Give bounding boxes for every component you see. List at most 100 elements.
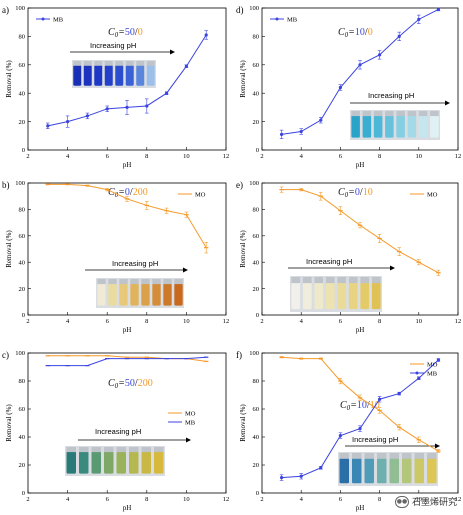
c0-label: C0=0/200	[108, 187, 148, 199]
axis-frame	[261, 7, 459, 151]
c0-mb-value: 0	[125, 187, 130, 198]
x-axis-label: pH	[356, 504, 365, 512]
c0-subscript: 0	[345, 191, 349, 199]
x-tick-label: 6	[106, 496, 110, 503]
vial-cap	[141, 279, 150, 285]
vial-cap	[130, 279, 139, 285]
legend-marker	[415, 371, 419, 375]
y-tick-label: 40	[19, 434, 26, 441]
x-tick-label: 6	[106, 153, 110, 160]
vial-cap	[360, 277, 370, 284]
vial-cap	[66, 447, 76, 453]
increasing-ph-label: Increasing pH	[352, 435, 398, 444]
x-tick-label: 10	[416, 153, 423, 160]
vial	[418, 115, 428, 138]
vial	[163, 283, 172, 306]
x-tick-label: 10	[416, 318, 423, 325]
vial	[119, 283, 128, 306]
vial	[396, 115, 405, 138]
y-tick-label: 40	[19, 259, 26, 266]
vial	[66, 451, 76, 474]
data-point	[85, 114, 89, 118]
y-tick-label: 80	[19, 207, 26, 214]
vial	[364, 458, 374, 484]
c0-equals: =	[350, 400, 357, 411]
axis-frame	[261, 352, 459, 494]
vial-cap	[325, 277, 335, 284]
vial-cap	[351, 111, 360, 117]
legend-entry: MO	[195, 191, 206, 198]
vial-cap	[418, 111, 428, 117]
legend-entry: MB	[287, 16, 298, 23]
data-point	[280, 132, 284, 136]
c0-separator: /	[135, 27, 138, 38]
vial-cap	[79, 447, 89, 453]
series-MO	[279, 356, 441, 453]
x-tick-label: 6	[339, 318, 343, 325]
vial	[362, 115, 372, 138]
vial-cap	[146, 61, 155, 66]
c0-label: C0=50/200	[108, 378, 153, 390]
vial-cap	[129, 447, 139, 453]
vial-cap	[104, 61, 113, 66]
arrow-head	[186, 437, 191, 443]
axis-frame	[27, 352, 227, 494]
c0-equals: =	[348, 187, 355, 198]
data-point	[105, 107, 109, 111]
data-point	[358, 63, 362, 67]
legend: MO	[410, 191, 438, 198]
data-point	[145, 104, 149, 108]
data-point	[436, 7, 440, 12]
x-axis-label: pH	[356, 161, 365, 169]
c0-separator: /	[365, 27, 368, 38]
c0-separator: /	[130, 187, 133, 198]
x-tick-label: 10	[416, 496, 423, 503]
vial	[129, 451, 139, 474]
vial-photo	[338, 452, 438, 486]
arrow-head	[435, 443, 440, 449]
y-axis-label: Removal (%)	[5, 60, 13, 98]
vial-cap	[352, 453, 362, 459]
vial	[174, 283, 183, 306]
vial-cap	[97, 279, 106, 285]
vial-photo	[290, 276, 382, 312]
arrow-head	[445, 100, 450, 106]
legend: MO MB	[168, 410, 196, 426]
vial	[385, 115, 394, 138]
vial-cap	[407, 111, 417, 117]
data-point	[299, 474, 303, 478]
c0-mb-value: 0	[355, 187, 360, 198]
data-point	[417, 17, 421, 21]
vial	[302, 282, 312, 310]
legend: MB	[36, 16, 64, 23]
y-tick-label: 40	[253, 90, 260, 97]
data-point	[338, 85, 342, 90]
arrow-head	[183, 267, 188, 273]
c0-label: C0=0/10	[338, 187, 373, 199]
c0-subscript: 0	[115, 31, 119, 39]
vial	[94, 65, 103, 86]
y-tick-label: 60	[19, 233, 26, 240]
c0-label: C0=50/0	[108, 27, 143, 39]
vial	[325, 282, 335, 310]
x-tick-label: 2	[260, 318, 263, 325]
x-tick-label: 8	[378, 153, 381, 160]
vial	[116, 451, 126, 474]
x-tick-label: 10	[183, 318, 190, 325]
legend: MO	[178, 191, 206, 198]
series-MO	[45, 183, 209, 254]
vial-cap	[119, 279, 128, 285]
data-point	[204, 33, 208, 37]
x-tick-label: 4	[66, 496, 70, 503]
data-point	[319, 118, 323, 122]
x-tick-label: 4	[300, 318, 304, 325]
panel-label: b)	[2, 180, 10, 190]
increasing-ph-label: Increasing pH	[368, 91, 414, 100]
vial	[371, 282, 381, 310]
y-tick-label: 60	[253, 233, 260, 240]
y-axis-label: Removal (%)	[239, 404, 247, 442]
y-tick-label: 80	[19, 34, 26, 41]
vial	[377, 458, 387, 484]
